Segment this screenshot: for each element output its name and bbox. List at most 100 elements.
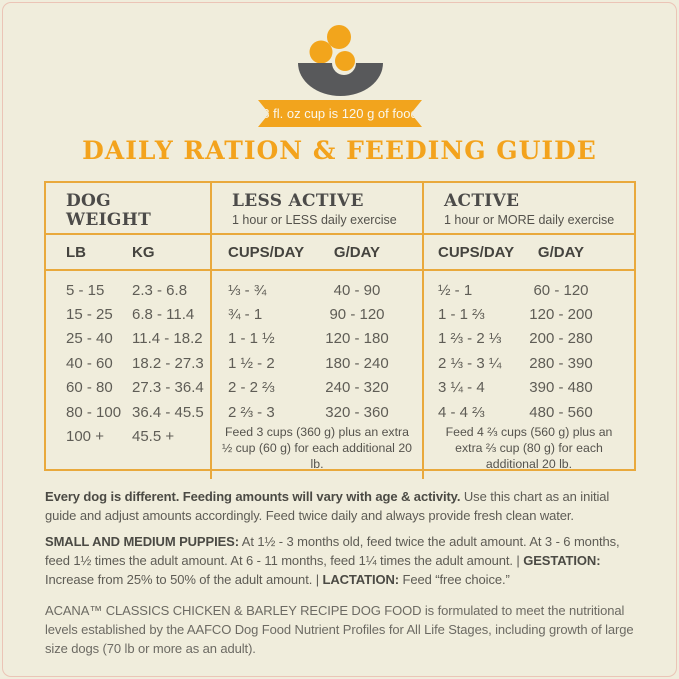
general-note-bold: Every dog is different. Feeding amounts … — [45, 489, 461, 504]
lb-cell: 80 - 100 — [66, 403, 122, 421]
active-extra-note: Feed 4 ⅔ cups (560 g) plus an extra ⅔ cu… — [445, 425, 613, 472]
table-row: 2 ⅓ - 3 ¼ 280 - 390 — [424, 351, 634, 375]
group-subtitle: 1 hour or MORE daily exercise — [444, 213, 615, 227]
lb-cell: 25 - 40 — [66, 330, 113, 348]
cups-cell: 1 - 1 ½ — [228, 330, 275, 348]
column-header-cups: CUPS/DAY — [438, 243, 515, 261]
table-row: 1 ½ - 2 180 - 240 — [212, 351, 422, 375]
gday-cell: 180 - 240 — [325, 354, 389, 372]
cups-cell: ½ - 1 — [438, 281, 473, 299]
group-title: DOG WEIGHT — [66, 191, 152, 230]
cups-cell: 4 - 4 ⅔ — [438, 403, 485, 421]
gestation-text: Increase from 25% to 50% of the adult am… — [45, 571, 323, 587]
food-bowl-icon — [298, 25, 383, 96]
lb-cell: 15 - 25 — [66, 306, 113, 324]
weight-rows: 5 - 15 2.3 - 6.8 15 - 25 6.8 - 11.4 25 - 4… — [46, 271, 210, 479]
table-row: 2 ⅔ - 3 320 - 360 — [212, 400, 422, 424]
table-row: 1 ⅔ - 2 ⅓ 200 - 280 — [424, 327, 634, 351]
kibble-dot-icon — [309, 40, 333, 64]
subheader-row: CUPS/DAY G/DAY — [424, 235, 634, 271]
gday-cell: 390 - 480 — [529, 379, 593, 397]
column-group-dog-weight: DOG WEIGHT LB KG 5 - 15 2.3 - 6.8 15 - 25… — [46, 183, 210, 479]
table-row: 1 - 1 ⅔ 120 - 200 — [424, 302, 634, 326]
lactation-text: Feed “free choice.” — [399, 571, 510, 587]
group-header-less-active: LESS ACTIVE 1 hour or LESS daily exercis… — [212, 183, 422, 235]
gday-cell: 60 - 120 — [533, 281, 589, 299]
less-active-rows: ⅓ - ¾ 40 - 90 ¾ - 1 90 - 120 1 - 1 ½ 120 - … — [212, 271, 422, 479]
puppies-text: At 1½ - 3 months old, feed twice the adu… — [45, 534, 620, 568]
column-group-less-active: LESS ACTIVE 1 hour or LESS daily exercis… — [210, 183, 422, 480]
lb-cell: 40 - 60 — [66, 354, 113, 372]
gday-cell: 120 - 180 — [325, 330, 389, 348]
feeding-table: DOG WEIGHT LB KG 5 - 15 2.3 - 6.8 15 - 25… — [44, 181, 636, 480]
gestation-label: GESTATION: — [523, 552, 601, 568]
table-row: 15 - 25 6.8 - 11.4 — [46, 302, 210, 326]
cups-cell: 2 - 2 ⅔ — [228, 379, 275, 397]
gday-cell: 320 - 360 — [325, 403, 389, 421]
kg-cell: 27.3 - 36.4 — [132, 379, 204, 397]
group-subtitle: 1 hour or LESS daily exercise — [232, 213, 397, 227]
lb-cell: 100 + — [66, 428, 104, 446]
bowl-shape — [298, 63, 383, 96]
cups-cell: 1 - 1 ⅔ — [438, 306, 485, 324]
group-title: LESS ACTIVE — [232, 191, 364, 211]
table-row: 2 - 2 ⅔ 240 - 320 — [212, 376, 422, 400]
cup-measure-text: 8 fl. oz cup is 120 g of food — [262, 106, 418, 121]
group-title: ACTIVE — [444, 191, 520, 211]
kg-cell: 36.4 - 45.5 — [132, 403, 204, 421]
subheader-row: LB KG — [46, 235, 210, 271]
page-title: DAILY RATION & FEEDING GUIDE — [82, 136, 597, 165]
cups-cell: 1 ⅔ - 2 ⅓ — [438, 330, 502, 348]
cups-cell: 3 ¼ - 4 — [438, 379, 485, 397]
table-row: ⅓ - ¾ 40 - 90 — [212, 278, 422, 302]
kibble-dot-icon — [335, 51, 355, 71]
less-active-extra-note: Feed 3 cups (360 g) plus an extra ½ cup … — [221, 425, 413, 472]
table-row: 80 - 100 36.4 - 45.5 — [46, 400, 210, 424]
table-row: 25 - 40 11.4 - 18.2 — [46, 327, 210, 351]
gday-cell: 40 - 90 — [333, 281, 381, 299]
puppies-label: SMALL AND MEDIUM PUPPIES: — [45, 534, 239, 549]
cups-cell: 1 ½ - 2 — [228, 354, 275, 372]
general-feeding-note: Every dog is different. Feeding amounts … — [45, 488, 637, 526]
table-row: 60 - 80 27.3 - 36.4 — [46, 376, 210, 400]
gday-cell: 240 - 320 — [325, 379, 389, 397]
kg-cell: 18.2 - 27.3 — [132, 354, 204, 372]
table-row: 4 - 4 ⅔ 480 - 560 — [424, 400, 634, 424]
cup-measure-ribbon: 8 fl. oz cup is 120 g of food — [258, 100, 422, 127]
kg-cell: 45.5 + — [132, 428, 175, 446]
table-row: ½ - 1 60 - 120 — [424, 278, 634, 302]
cups-cell: 2 ⅔ - 3 — [228, 403, 275, 421]
column-header-cups: CUPS/DAY — [228, 243, 305, 261]
lb-cell: 60 - 80 — [66, 379, 113, 397]
kibble-dot-icon — [327, 25, 351, 49]
table-row: 5 - 15 2.3 - 6.8 — [46, 278, 210, 302]
column-header-lb: LB — [66, 243, 86, 261]
gday-cell: 200 - 280 — [529, 330, 593, 348]
gday-cell: 90 - 120 — [329, 306, 385, 324]
aafco-statement: ACANA™ CLASSICS CHICKEN & BARLEY RECIPE … — [45, 603, 634, 656]
gday-cell: 480 - 560 — [529, 403, 593, 421]
table-row: 1 - 1 ½ 120 - 180 — [212, 327, 422, 351]
kg-cell: 2.3 - 6.8 — [132, 281, 188, 299]
food-bowl-icon — [294, 22, 386, 98]
gday-cell: 120 - 200 — [529, 306, 593, 324]
column-header-gday: G/DAY — [333, 243, 381, 261]
gday-cell: 280 - 390 — [529, 354, 593, 372]
column-header-gday: G/DAY — [537, 243, 585, 261]
group-header-dog-weight: DOG WEIGHT — [46, 183, 210, 235]
cups-cell: 2 ⅓ - 3 ¼ — [438, 354, 502, 372]
table-row: 3 ¼ - 4 390 - 480 — [424, 376, 634, 400]
table-row: 100 + 45.5 + — [46, 424, 210, 448]
column-header-kg: KG — [132, 243, 155, 261]
life-stage-note: SMALL AND MEDIUM PUPPIES: At 1½ - 3 mont… — [45, 533, 637, 589]
lb-cell: 5 - 15 — [66, 281, 105, 299]
subheader-row: CUPS/DAY G/DAY — [212, 235, 422, 271]
cups-cell: ¾ - 1 — [228, 306, 263, 324]
group-header-active: ACTIVE 1 hour or MORE daily exercise — [424, 183, 634, 235]
general-note-rest: Use this chart as an initial guide and a… — [45, 489, 610, 523]
lactation-label: LACTATION: — [322, 571, 400, 587]
table-row: 40 - 60 18.2 - 27.3 — [46, 351, 210, 375]
kg-cell: 6.8 - 11.4 — [132, 306, 195, 324]
cups-cell: ⅓ - ¾ — [228, 281, 267, 299]
